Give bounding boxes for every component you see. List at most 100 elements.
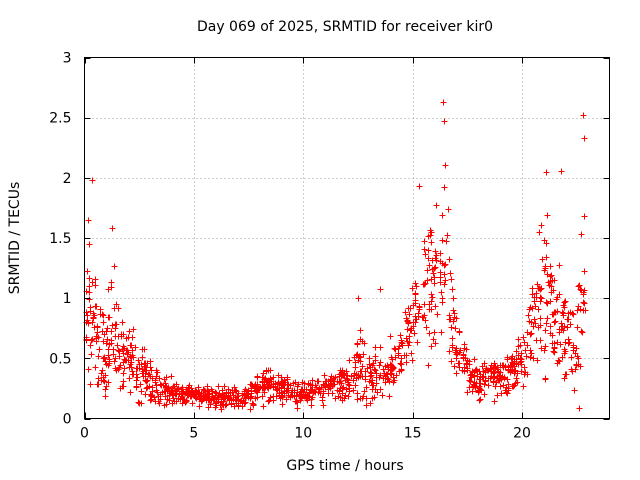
- data-point: [513, 375, 520, 382]
- data-point: [222, 402, 229, 409]
- data-point: [559, 323, 566, 330]
- data-point: [189, 400, 196, 407]
- data-point: [456, 349, 463, 356]
- data-point: [560, 312, 567, 319]
- data-point: [149, 384, 156, 391]
- data-point: [448, 358, 455, 365]
- data-point: [267, 394, 274, 401]
- data-point: [573, 361, 580, 368]
- data-point: [408, 350, 415, 357]
- data-point: [291, 387, 298, 394]
- data-point: [304, 397, 311, 404]
- data-point: [337, 394, 344, 401]
- data-point: [360, 393, 367, 400]
- data-point: [528, 330, 535, 337]
- data-point: [392, 346, 399, 353]
- data-point: [398, 361, 405, 368]
- data-point: [295, 381, 302, 388]
- data-point: [404, 317, 411, 324]
- data-point: [469, 388, 476, 395]
- data-point: [355, 372, 362, 379]
- data-point: [554, 360, 561, 367]
- data-point: [416, 183, 423, 190]
- data-point: [574, 324, 581, 331]
- data-point: [92, 282, 99, 289]
- data-point: [341, 395, 348, 402]
- data-point: [122, 357, 129, 364]
- data-point: [538, 222, 545, 229]
- data-point: [528, 350, 535, 357]
- data-point: [213, 390, 220, 397]
- data-point: [192, 394, 199, 401]
- data-point: [133, 384, 140, 391]
- data-point: [290, 380, 297, 387]
- data-point: [491, 398, 498, 405]
- data-point: [530, 355, 537, 362]
- data-point: [578, 231, 585, 238]
- data-point: [273, 386, 280, 393]
- data-point: [105, 379, 112, 386]
- data-point: [179, 388, 186, 395]
- data-point: [372, 344, 379, 351]
- data-point: [386, 393, 393, 400]
- data-point: [567, 321, 574, 328]
- data-point: [512, 380, 519, 387]
- data-point: [95, 353, 102, 360]
- data-point: [527, 354, 534, 361]
- data-point: [426, 330, 433, 337]
- data-point: [534, 281, 541, 288]
- data-point: [409, 285, 416, 292]
- data-point: [467, 378, 474, 385]
- data-point: [129, 368, 136, 375]
- data-point: [407, 327, 414, 334]
- data-point: [555, 357, 562, 364]
- data-point: [93, 333, 100, 340]
- data-point: [421, 312, 428, 319]
- data-point: [533, 290, 540, 297]
- data-point: [556, 291, 563, 298]
- data-point: [299, 379, 306, 386]
- y-tick-label: 0: [63, 412, 72, 428]
- data-point: [412, 290, 419, 297]
- data-point: [433, 202, 440, 209]
- data-point: [402, 309, 409, 316]
- data-point: [578, 328, 585, 335]
- data-point: [362, 368, 369, 375]
- data-point: [569, 310, 576, 317]
- data-point: [266, 397, 273, 404]
- data-point: [507, 369, 514, 376]
- data-point: [314, 378, 321, 385]
- data-point: [580, 307, 587, 314]
- data-point: [511, 370, 518, 377]
- data-point: [432, 248, 439, 255]
- data-point: [389, 366, 396, 373]
- data-point: [346, 357, 353, 364]
- data-point: [153, 373, 160, 380]
- data-point: [350, 387, 357, 394]
- data-point: [441, 118, 448, 125]
- data-point: [360, 351, 367, 358]
- data-point: [521, 364, 528, 371]
- data-point: [239, 403, 246, 410]
- data-point: [566, 339, 573, 346]
- data-point: [423, 324, 430, 331]
- data-point: [450, 295, 457, 302]
- data-point: [550, 348, 557, 355]
- data-point: [104, 325, 111, 332]
- data-point: [89, 319, 96, 326]
- data-point: [200, 386, 207, 393]
- data-point: [406, 311, 413, 318]
- data-point: [574, 307, 581, 314]
- data-point: [115, 347, 122, 354]
- data-point: [218, 399, 225, 406]
- data-point: [464, 389, 471, 396]
- data-point: [95, 375, 102, 382]
- data-point: [96, 346, 103, 353]
- data-point: [391, 377, 398, 384]
- data-point: [515, 336, 522, 343]
- data-point: [367, 400, 374, 407]
- data-point: [218, 406, 225, 413]
- data-point: [276, 390, 283, 397]
- data-point: [199, 397, 206, 404]
- data-point: [260, 403, 267, 410]
